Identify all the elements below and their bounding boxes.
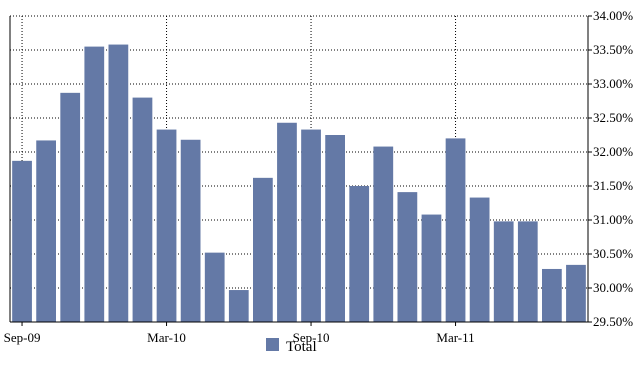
y-tick-label: 30.00% xyxy=(593,280,633,295)
x-tick-label: Mar-11 xyxy=(436,330,474,345)
y-tick-label: 33.00% xyxy=(593,76,633,91)
bar-jan-11 xyxy=(398,192,418,322)
legend-label-total: Total xyxy=(286,339,317,355)
bar-apr-10 xyxy=(181,140,201,322)
y-tick-label: 32.00% xyxy=(593,144,633,159)
bars xyxy=(12,45,586,322)
bar-may-10 xyxy=(205,253,225,322)
bar-feb-10 xyxy=(133,98,153,322)
bar-jun-10 xyxy=(229,290,249,322)
x-tick-label: Mar-10 xyxy=(147,330,186,345)
x-axis-tick-labels: Sep-09 Mar-10 Sep-10 Mar-11 xyxy=(4,330,475,345)
bar-apr-11 xyxy=(470,198,490,322)
bar-sep-10 xyxy=(301,130,321,322)
bar-oct-09 xyxy=(36,140,56,322)
y-tick-label: 30.50% xyxy=(593,246,633,261)
bar-aug-10 xyxy=(277,123,297,322)
bar-may-11 xyxy=(494,221,514,322)
legend: Total xyxy=(266,338,317,355)
bar-nov-09 xyxy=(60,93,80,322)
legend-swatch-total xyxy=(266,338,279,351)
y-tick-label: 34.00% xyxy=(593,8,633,23)
bar-mar-10 xyxy=(157,130,177,322)
y-tick-label: 32.50% xyxy=(593,110,633,125)
bar-jun-11 xyxy=(518,221,538,322)
bar-jul-11 xyxy=(542,269,562,322)
x-tick-label: Sep-09 xyxy=(4,330,41,345)
bar-nov-10 xyxy=(349,186,369,322)
bar-dec-10 xyxy=(373,147,393,322)
y-axis-tick-labels: 29.50% 30.00% 30.50% 31.00% 31.50% 32.00% 32.5… xyxy=(593,8,633,329)
bar-dec-09 xyxy=(84,47,104,322)
y-tick-label: 33.50% xyxy=(593,42,633,57)
bar-feb-11 xyxy=(422,215,442,322)
bar-aug-11 xyxy=(566,265,586,322)
y-tick-label: 31.00% xyxy=(593,212,633,227)
y-tick-label: 29.50% xyxy=(593,314,633,329)
y-tick-label: 31.50% xyxy=(593,178,633,193)
bar-jan-10 xyxy=(109,45,129,322)
bar-mar-11 xyxy=(446,138,466,322)
bar-jul-10 xyxy=(253,178,273,322)
bar-oct-10 xyxy=(325,135,345,322)
bar-sep-09 xyxy=(12,161,32,322)
